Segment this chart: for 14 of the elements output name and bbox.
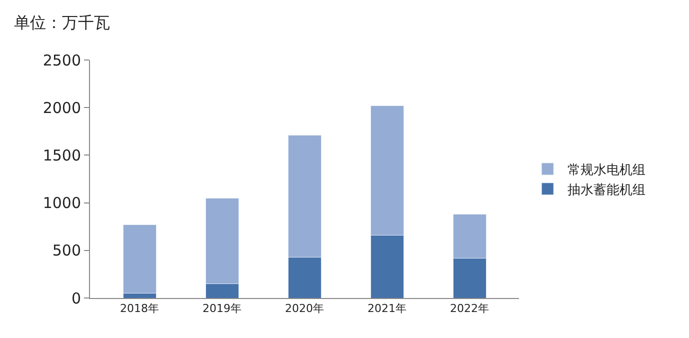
x-tick-label: 2018年 [120,302,159,316]
x-tick-label: 2021年 [368,302,406,316]
y-tick-label: 2500 [42,51,81,70]
y-tick-label: 1500 [42,146,81,164]
y-tick-label: 1000 [42,194,81,212]
x-tick-label: 2019年 [202,302,242,316]
x-tick-label: 2020年 [285,302,324,316]
legend-label: 抽水蓄能机组 [568,182,646,198]
y-tick-label: 500 [52,242,81,260]
chart-title: 单位：万千瓦 [14,13,110,32]
x-tick-label: 2022年 [450,302,489,316]
y-tick-label: 0 [71,289,81,308]
legend-label: 常规水电机组 [568,163,646,178]
y-tick-label: 2000 [42,98,81,117]
